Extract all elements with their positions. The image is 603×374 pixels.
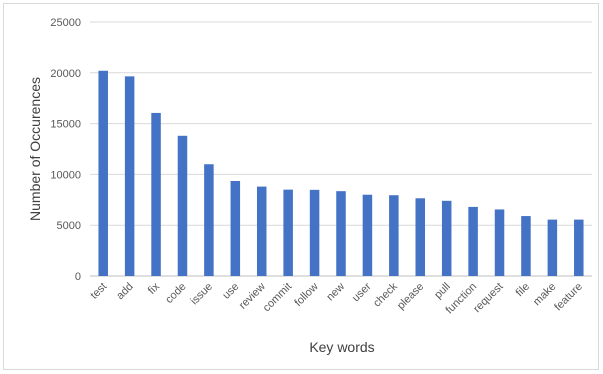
y-axis-title: Number of Occurences [27,77,43,221]
bar-check [389,195,399,276]
x-tick-label: request [471,281,505,315]
x-tick-label: follow [292,281,320,309]
x-tick-label: commit [261,281,295,315]
y-tick-label: 10000 [50,169,81,181]
bar-function [468,206,478,276]
y-tick-label: 5000 [57,220,81,232]
y-tick-label: 25000 [50,17,81,29]
bar-test [98,70,108,276]
y-axis-ticks: 0 5000 10000 15000 20000 25000 [50,17,81,283]
x-tick-label: please [395,281,426,312]
x-tick-label: new [324,281,347,304]
y-tick-label: 15000 [50,119,81,131]
x-tick-label: file [514,281,532,299]
x-tick-label: issue [188,281,215,308]
x-tick-label: code [163,281,188,306]
y-tick-label: 0 [75,271,81,283]
bar-code [177,135,188,276]
bar-new [336,191,346,276]
x-tick-label: use [220,281,241,302]
x-axis-title: Key words [309,339,374,355]
bar-file [521,216,531,276]
bar-commit [283,189,293,276]
x-tick-label: pull [432,281,453,302]
y-tick-label: 20000 [50,68,81,80]
bar-feature [574,219,584,276]
bar-follow [309,189,320,276]
bar-issue [204,164,214,276]
bar-make [547,219,558,276]
bar-add [124,76,135,276]
gridlines [90,21,592,277]
x-tick-label: add [114,281,135,302]
x-tick-label: fix [146,280,163,297]
bar-use [230,181,241,276]
bar-review [256,186,267,276]
x-axis-ticks: test add fix code issue usereviewcommitfollow… [88,280,585,316]
bar-pull [441,200,452,276]
bars [98,70,584,276]
bar-request [494,209,505,276]
bar-user [362,194,373,276]
bar-fix [151,112,161,276]
x-tick-label: feature [552,281,585,314]
x-tick-label: test [88,281,109,302]
bar-please [415,198,426,276]
